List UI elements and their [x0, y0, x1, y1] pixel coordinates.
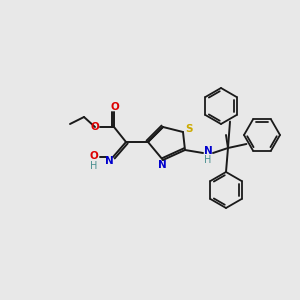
Text: O: O	[91, 122, 99, 132]
Text: N: N	[204, 146, 212, 156]
Text: N: N	[158, 160, 166, 170]
Text: H: H	[204, 155, 212, 165]
Text: O: O	[111, 102, 119, 112]
Text: S: S	[185, 124, 193, 134]
Text: H: H	[90, 161, 98, 171]
Text: O: O	[90, 151, 98, 161]
Text: N: N	[105, 156, 113, 166]
